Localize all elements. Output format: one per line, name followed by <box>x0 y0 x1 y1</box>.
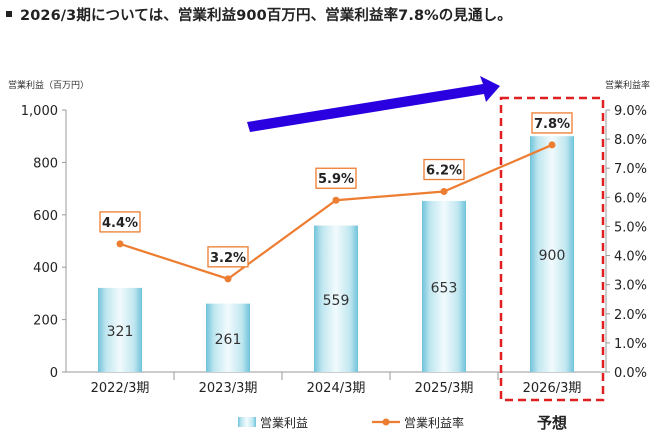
x-tick-label: 2026/3期 <box>523 381 582 396</box>
line-label-box <box>531 112 573 134</box>
legend-bar-swatch <box>238 417 256 427</box>
headline-text: 2026/3期については、営業利益900百万円、営業利益率7.8%の見通し。 <box>20 7 512 24</box>
headline: 2026/3期については、営業利益900百万円、営業利益率7.8%の見通し。 <box>6 2 512 26</box>
line-series: 4.4% 3.2% 5.9% 6.2% 7.8% <box>99 112 573 283</box>
trend-arrow-icon <box>247 76 500 132</box>
line-label-box <box>99 211 141 233</box>
legend-line-label: 営業利益率 <box>404 415 464 430</box>
y-tick-right-label: 3.0% <box>614 279 647 294</box>
bar <box>206 303 250 372</box>
bullet-icon <box>6 11 12 17</box>
line-point <box>548 141 556 149</box>
y-tick-right-label: 4.0% <box>614 250 647 265</box>
x-labels: 2022/3期 2023/3期 2024/3期 2025/3期 2026/3期 <box>91 381 582 396</box>
legend-line-marker <box>382 418 390 426</box>
line-point <box>116 240 124 248</box>
forecast-label: 予想 <box>537 414 567 432</box>
y-tick-left-label: 1,000 <box>21 104 58 119</box>
bar-value-label: 321 <box>107 324 134 340</box>
y-tick-left-label: 400 <box>33 261 58 276</box>
x-tick-label: 2023/3期 <box>199 381 258 396</box>
bar-value-label: 559 <box>323 293 350 309</box>
line-value-label: 6.2% <box>426 164 462 179</box>
line-point <box>332 196 340 204</box>
bar-value-label: 261 <box>215 332 242 348</box>
bar <box>314 225 358 372</box>
y-tick-right-label: 2.0% <box>614 308 647 323</box>
y-tick-right-label: 0.0% <box>614 366 647 381</box>
y-tick-right-label: 5.0% <box>614 220 647 235</box>
y-tick-right-label: 9.0% <box>614 104 647 119</box>
bar <box>422 200 466 372</box>
line-value-label: 7.8% <box>534 117 570 132</box>
line-value-label: 4.4% <box>102 216 138 231</box>
line-value-label: 5.9% <box>318 172 354 187</box>
y-tick-right-label: 7.0% <box>614 162 647 177</box>
line-label-box <box>423 158 465 181</box>
y-axis-left-label: 営業利益（百万円） <box>8 81 90 91</box>
bar-value-label: 653 <box>431 280 458 296</box>
y-axis-right-label: 営業利益率 <box>605 81 651 91</box>
line-label-box <box>207 246 249 268</box>
bar <box>98 287 142 372</box>
x-tick-label: 2024/3期 <box>307 381 366 396</box>
x-tick-label: 2022/3期 <box>91 381 150 396</box>
line-label-box <box>315 167 357 189</box>
line-point <box>224 275 232 283</box>
y-tick-right-label: 6.0% <box>614 191 647 206</box>
ticks: 0 200 400 600 800 1,000 0.0% 1.0% 2.0% 3.0% 4.0% 5.… <box>21 104 647 381</box>
y-tick-left-label: 800 <box>33 156 58 171</box>
bar-value-label: 900 <box>539 248 566 264</box>
y-tick-left-label: 0 <box>50 366 58 381</box>
y-tick-right-label: 1.0% <box>614 337 647 352</box>
forecast-highlight-box <box>499 96 605 402</box>
y-tick-right-label: 8.0% <box>614 133 647 148</box>
legend: 営業利益 営業利益率 <box>238 415 464 430</box>
line-point <box>440 188 448 196</box>
y-tick-left-label: 200 <box>33 314 58 329</box>
line-value-label: 3.2% <box>210 251 246 266</box>
bars: 321 261 559 653 900 <box>98 136 574 372</box>
y-tick-left-label: 600 <box>33 209 58 224</box>
legend-bar-label: 営業利益 <box>260 416 308 430</box>
overlay: 予想 <box>247 76 605 432</box>
bar <box>530 136 574 372</box>
x-tick-label: 2025/3期 <box>415 381 474 396</box>
